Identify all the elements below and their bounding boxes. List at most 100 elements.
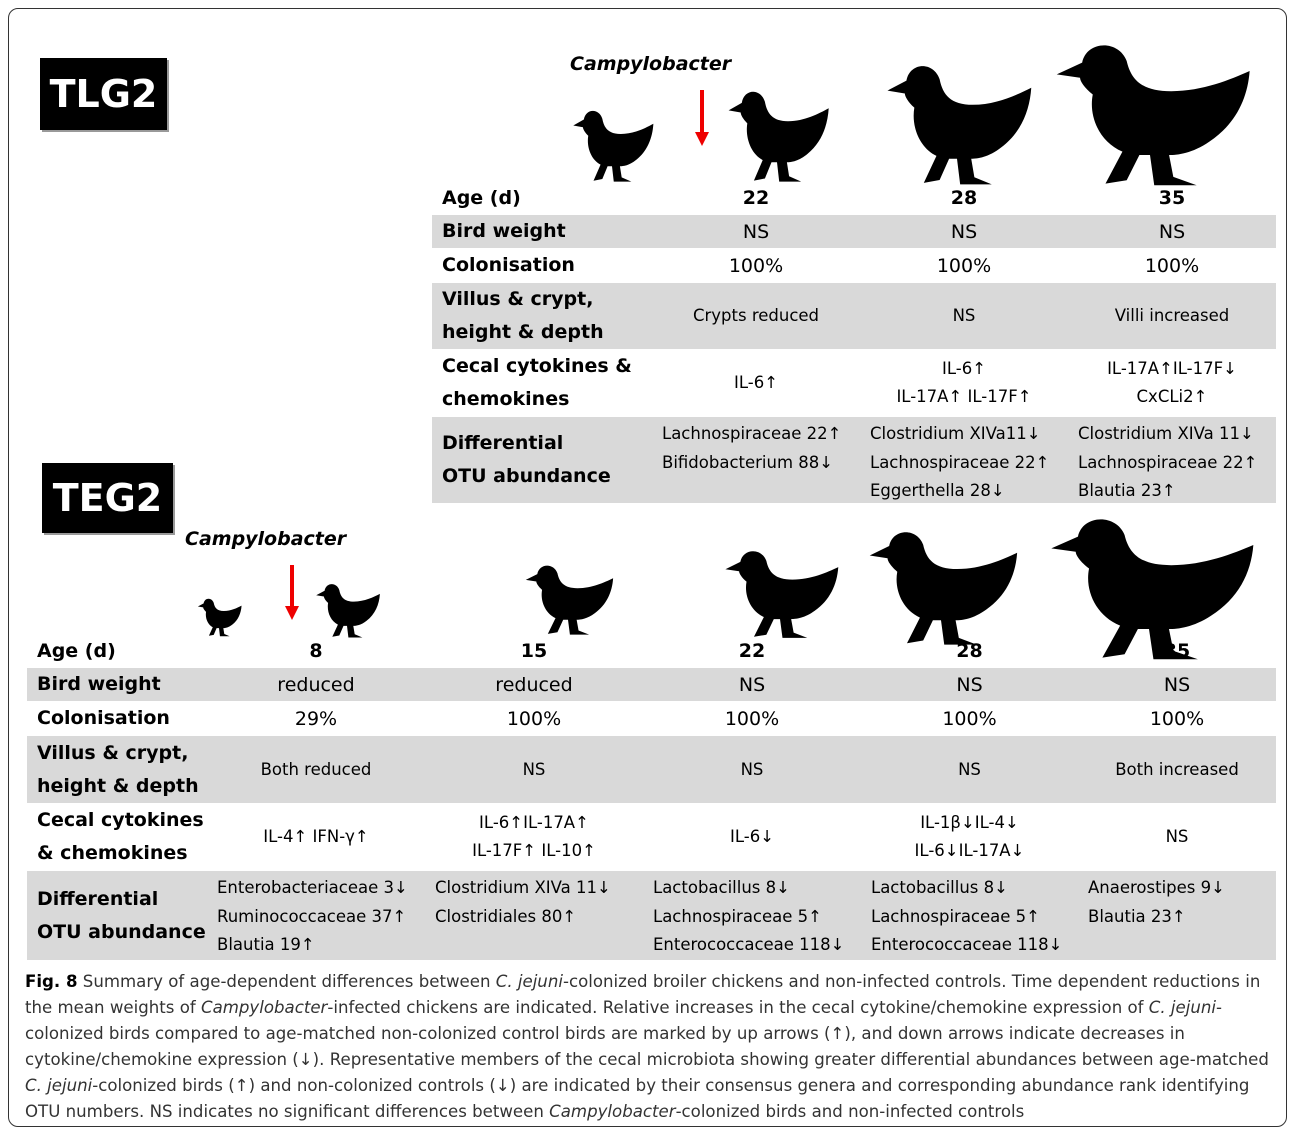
- caption-text: -colonized birds compared to age-matched…: [25, 998, 1269, 1069]
- table-cell: 35: [1078, 635, 1276, 667]
- caption-text: C. jejuni: [495, 972, 563, 991]
- table-cell: IL-1β↓IL-4↓ IL-6↓IL-17A↓: [861, 804, 1078, 870]
- caption-text: -colonized broiler chickens and non-infe…: [25, 972, 1261, 1017]
- table-cell: NS: [860, 215, 1068, 248]
- cell-text: Blautia 19↑: [217, 935, 315, 954]
- chicken: [525, 565, 614, 635]
- table-cell: reduced: [207, 668, 425, 701]
- chicken: [869, 532, 1018, 645]
- infection-arrow: [695, 90, 709, 146]
- table-cell: NS: [860, 283, 1068, 349]
- table-cell: Anaerostipes 9↓ Blautia 23↑: [1078, 871, 1276, 960]
- cell-text: NS: [956, 673, 983, 696]
- row-label-line: Differential: [442, 432, 564, 454]
- row-label-line: Villus & crypt,: [37, 741, 189, 764]
- table-cell: NS: [861, 668, 1078, 701]
- table-cell: Clostridium XIVa 11↓ Lachnospiraceae 22↑ B…: [1068, 417, 1276, 503]
- row-label: Colonisation: [27, 702, 207, 735]
- row-label-line: Colonisation: [37, 707, 170, 729]
- row-label-line: Colonisation: [442, 254, 575, 276]
- cell-text: NS: [738, 673, 766, 696]
- row-label: Villus & crypt, height & depth: [432, 283, 652, 349]
- cell-text: Blautia 23↑: [1078, 481, 1176, 500]
- chicken: [573, 110, 654, 182]
- row-label-line: Age (d): [37, 639, 116, 662]
- cell-text: reduced: [277, 673, 355, 696]
- chicken: [725, 551, 839, 638]
- row-label: Bird weight: [432, 215, 652, 248]
- cell-text: IL-6↑: [941, 359, 987, 378]
- row-label-line: height & depth: [37, 774, 199, 797]
- table-cell: IL-6↓: [643, 804, 861, 870]
- table-cell: 22: [643, 635, 861, 667]
- figure-caption: Fig. 8 Summary of age-dependent differen…: [25, 969, 1283, 1125]
- table-cell: IL-6↑: [652, 350, 860, 416]
- cell-text: Lachnospiraceae 22↑: [1078, 452, 1258, 472]
- cell-text: NS: [952, 306, 976, 325]
- cell-text: Anaerostipes 9↓: [1088, 878, 1225, 897]
- cell-text: IL-6↑: [733, 373, 779, 392]
- caption-text: Campylobacter: [200, 998, 328, 1017]
- table-cell: Villi increased: [1068, 283, 1276, 349]
- table-cell: Clostridium XIVa 11↓ Clostridiales 80↑: [425, 871, 643, 960]
- table-cell: Clostridium XIVa11↓ Lachnospiraceae 22↑ Eg…: [860, 417, 1068, 503]
- table-cell: IL-4↑ IFN-γ↑: [207, 804, 425, 870]
- caption-text: -colonized birds and non-infected contro…: [675, 1102, 1025, 1121]
- cell-text: CxCLi2↑: [1136, 387, 1208, 406]
- cell-text: IL-6↓: [729, 827, 775, 846]
- table-cell: Enterobacteriaceae 3↓ Ruminococcaceae 37↑…: [207, 871, 425, 960]
- cell-text: IL-6↑IL-17A↑: [479, 813, 589, 832]
- cell-text: 28: [950, 187, 978, 209]
- cell-text: Lactobacillus 8↓: [871, 878, 1008, 897]
- cell-text: 100%: [942, 707, 997, 730]
- cell-text: IL-17A↑IL-17F↓: [1107, 359, 1237, 378]
- table-cell: Lachnospiraceae 22↑ Bifidobacterium 88↓: [652, 417, 860, 503]
- table-cell: NS: [861, 736, 1078, 803]
- cell-text: NS: [950, 220, 978, 243]
- caption-text: C. jejuni: [1148, 998, 1216, 1017]
- cell-text: 28: [956, 640, 983, 662]
- row-label-line: Differential: [37, 887, 159, 910]
- table-cell: 100%: [861, 702, 1078, 735]
- cell-text: Enterobacteriaceae 3↓: [217, 878, 408, 897]
- chicken: [197, 598, 242, 637]
- table-cell: Lactobacillus 8↓ Lachnospiraceae 5↑ Entero…: [861, 871, 1078, 960]
- cell-text: IL-17A↑ IL-17F↑: [896, 387, 1032, 406]
- cell-text: 100%: [1144, 254, 1200, 277]
- table-cell: 22: [652, 182, 860, 214]
- table-cell: 100%: [425, 702, 643, 735]
- cell-text: Lachnospiraceae 22↑: [662, 424, 842, 443]
- table-cell: Crypts reduced: [652, 283, 860, 349]
- table-cell: IL-6↑IL-17A↑ IL-17F↑ IL-10↑: [425, 804, 643, 870]
- group-label: TLG2: [40, 58, 167, 130]
- cell-text: Bifidobacterium 88↓: [662, 452, 834, 472]
- row-label: Villus & crypt, height & depth: [27, 736, 207, 803]
- row-label: Colonisation: [432, 249, 652, 282]
- cell-text: 15: [520, 640, 548, 662]
- table-cell: IL-6↑ IL-17A↑ IL-17F↑: [860, 350, 1068, 416]
- infection-arrow: [285, 565, 299, 620]
- caption-text: Campylobacter: [549, 1102, 676, 1121]
- table-cell: 100%: [643, 702, 861, 735]
- cell-text: NS: [1163, 673, 1191, 696]
- caption-text: -colonized birds (↑) and non-colonized c…: [25, 1076, 1250, 1121]
- cell-text: NS: [742, 220, 770, 243]
- cell-text: NS: [958, 759, 981, 779]
- cell-text: Crypts reduced: [692, 306, 820, 325]
- row-label: Differential OTU abundance: [432, 417, 652, 503]
- caption-text: -infected chickens are indicated. Relati…: [327, 998, 1149, 1017]
- row-label-line: Cecal cytokines: [37, 809, 204, 831]
- cell-text: IL-4↑ IFN-γ↑: [263, 827, 369, 846]
- table-cell: NS: [1078, 804, 1276, 870]
- cell-text: 100%: [728, 254, 784, 277]
- cell-text: IL-1β↓IL-4↓: [920, 813, 1019, 832]
- table-cell: 15: [425, 635, 643, 667]
- cell-text: 100%: [506, 707, 562, 730]
- table-cell: NS: [425, 736, 643, 803]
- table-cell: 100%: [1068, 249, 1276, 282]
- row-label: Differential OTU abundance: [27, 871, 207, 960]
- caption-text: Summary of age-dependent differences bet…: [77, 972, 496, 991]
- caption-label: Fig. 8: [25, 972, 78, 991]
